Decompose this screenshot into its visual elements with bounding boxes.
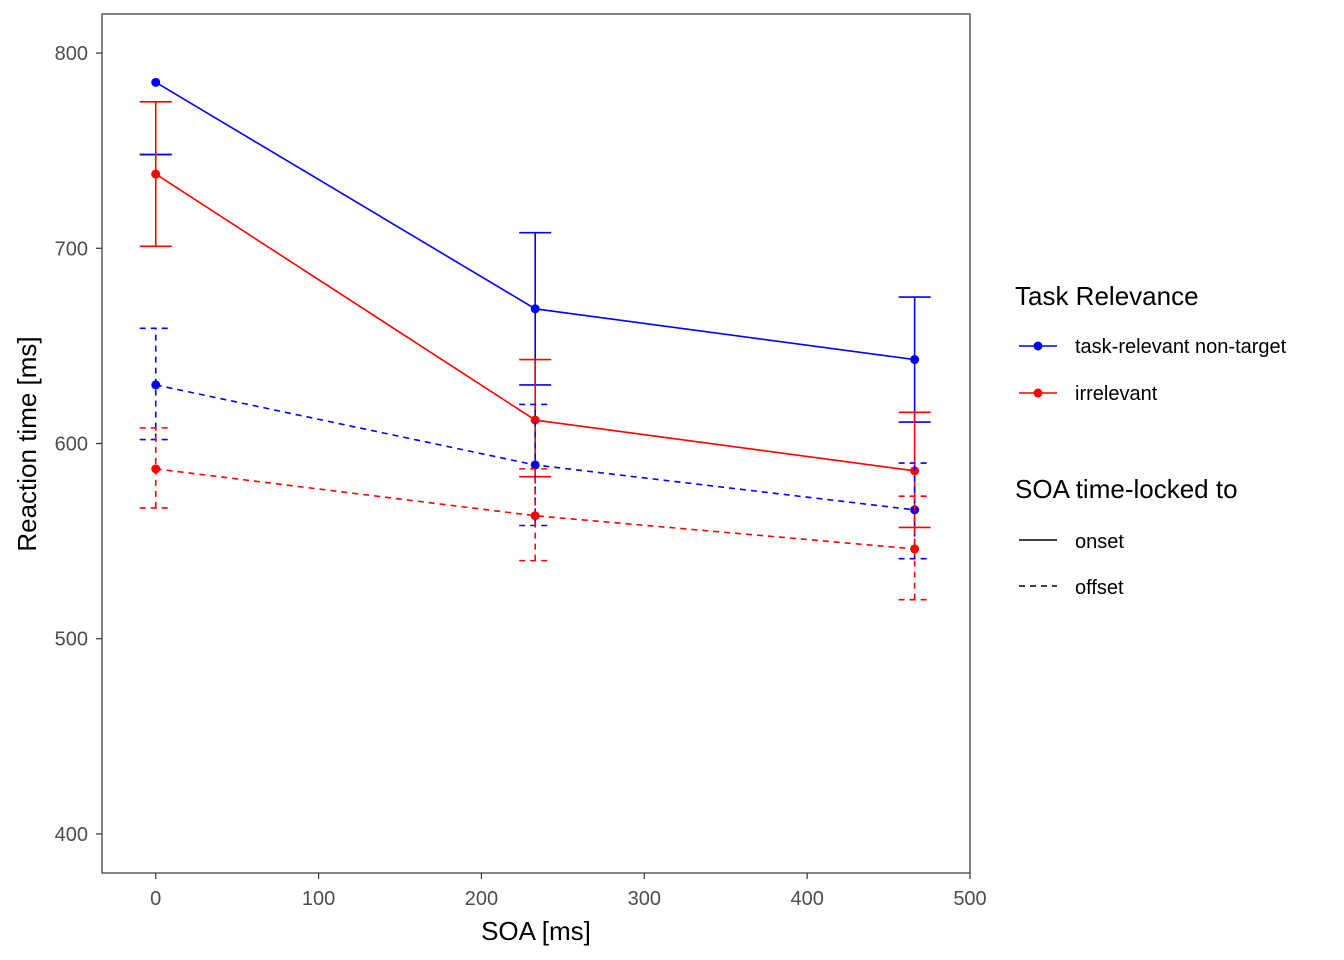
plot-panel-border (101, 13, 971, 874)
data-point (530, 511, 540, 521)
legend-label-offset: offset (1075, 577, 1124, 599)
legend-label-task-relevant: task-relevant non-target (1075, 336, 1287, 358)
x-tick-label: 400 (790, 888, 823, 910)
x-tick-label: 200 (465, 888, 498, 910)
data-point (910, 466, 920, 476)
legend-key-irrelevant (1019, 388, 1057, 398)
data-point (910, 355, 920, 365)
legend-task-relevance: Task Relevance task-relevant non-target … (1015, 281, 1287, 405)
data-point (910, 544, 920, 554)
data-point (151, 380, 161, 390)
data-point (530, 460, 540, 470)
data-point (151, 77, 161, 87)
y-tick-label: 400 (55, 824, 88, 846)
x-tick-label: 100 (302, 888, 335, 910)
legend-title-task-relevance: Task Relevance (1015, 281, 1199, 311)
x-axis-title: SOA [ms] (481, 916, 591, 946)
y-tick-label: 500 (55, 629, 88, 651)
x-tick-label: 0 (150, 888, 161, 910)
y-tick-label: 600 (55, 434, 88, 456)
series-3 (139, 427, 931, 601)
legend-title-soa-locking: SOA time-locked to (1015, 474, 1238, 504)
data-point (530, 304, 540, 314)
data-point (151, 464, 161, 474)
x-tick-label: 300 (628, 888, 661, 910)
data-point (151, 169, 161, 179)
legend-soa-locking: SOA time-locked to onset offset (1015, 474, 1238, 599)
x-tick-label: 500 (953, 888, 986, 910)
y-tick-label: 800 (55, 43, 88, 65)
legend-key-task-relevant (1019, 341, 1057, 351)
data-layer (139, 77, 931, 601)
legend-label-irrelevant: irrelevant (1075, 383, 1158, 405)
data-point (530, 415, 540, 425)
y-tick-label: 700 (55, 238, 88, 260)
legend-label-onset: onset (1075, 531, 1124, 553)
y-axis-title: Reaction time [ms] (12, 336, 42, 551)
axes-layer: 0 100 200 300 400 500 400 500 600 700 800 (55, 43, 987, 910)
